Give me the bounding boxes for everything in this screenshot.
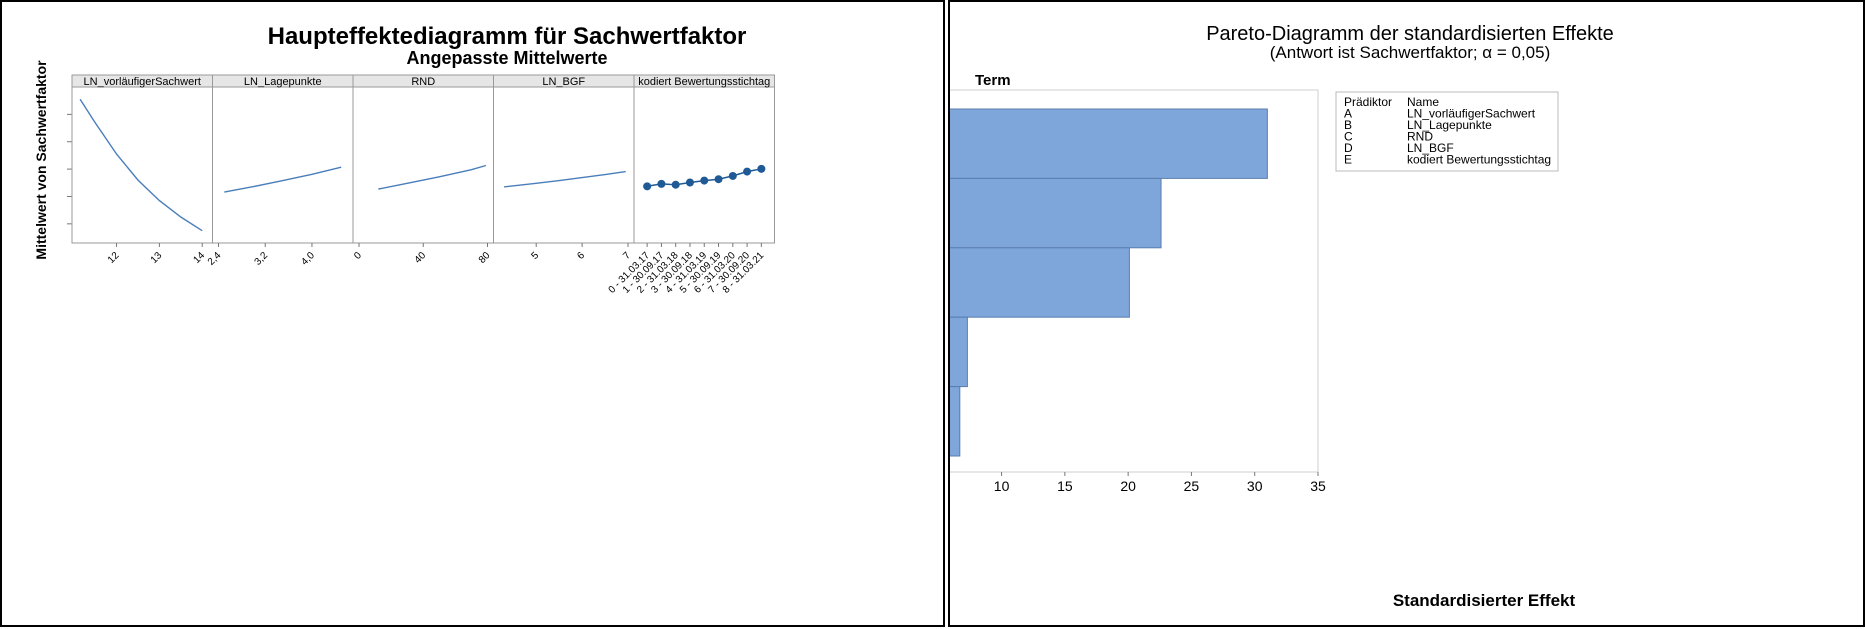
facet-header-label: LN_Lagepunkte <box>244 76 322 88</box>
legend-predictor-code: A <box>1344 107 1352 121</box>
x-tick-label: 12 <box>106 250 122 266</box>
pareto-x-tick-label: 25 <box>1184 478 1200 494</box>
x-tick-label: 5 <box>529 250 541 262</box>
main-effects-title: Haupteffektediagramm für Sachwertfaktor <box>268 23 747 50</box>
legend-predictor-code: B <box>1344 118 1352 132</box>
x-tick-label: 4,0 <box>299 250 317 268</box>
facet-frame <box>633 74 775 244</box>
x-tick-label: 14 <box>192 250 208 266</box>
pareto-x-label: Standardisierter Effekt <box>1393 591 1576 610</box>
legend-predictor-name: LN_BGF <box>1407 141 1454 155</box>
pareto-panel: Pareto-Diagramm der standardisierten Eff… <box>948 0 1865 627</box>
effect-line <box>79 98 203 232</box>
legend-predictor-code: D <box>1344 141 1353 155</box>
legend-predictor-name: RND <box>1407 130 1433 144</box>
x-tick-label: 7 <box>621 250 633 262</box>
legend-header-predictor: Prädiktor <box>1344 95 1392 109</box>
legend-predictor-code: E <box>1344 153 1352 167</box>
x-tick-label: 3,2 <box>253 250 271 268</box>
x-tick-label: 0 <box>352 250 364 262</box>
facet-frame <box>352 74 494 244</box>
x-tick-label: 6 <box>575 250 587 262</box>
facet-header-label: kodiert Bewertungsstichtag <box>638 76 770 88</box>
facet-header-label: LN_BGF <box>542 76 585 88</box>
pareto-bar <box>950 316 968 388</box>
pareto-bar <box>950 247 1130 318</box>
pareto-bar <box>950 177 1162 249</box>
pareto-x-tick-label: 15 <box>1057 478 1073 494</box>
pareto-title: Pareto-Diagramm der standardisierten Eff… <box>1206 23 1614 45</box>
x-tick-label: 80 <box>477 250 493 266</box>
legend-predictor-name: kodiert Bewertungsstichtag <box>1407 153 1551 167</box>
effect-point <box>714 175 723 184</box>
x-tick-label: 40 <box>413 250 429 266</box>
pareto-y-label: Term <box>975 72 1011 89</box>
main-effects-chart: Haupteffektediagramm für Sachwertfaktor … <box>33 23 775 296</box>
main-effects-y-label: Mittelwert von Sachwertfaktor <box>33 60 49 260</box>
effect-point <box>657 179 666 188</box>
pareto-x-tick-label: 30 <box>1247 478 1263 494</box>
pareto-bar <box>950 386 961 457</box>
effect-point <box>685 178 694 187</box>
effect-point <box>743 167 752 176</box>
effect-line <box>224 166 342 193</box>
legend-header-name: Name <box>1407 95 1439 109</box>
effect-point <box>757 164 766 173</box>
pareto-chart: Pareto-Diagramm der standardisierten Eff… <box>950 23 1614 610</box>
main-effects-panel: Haupteffektediagramm für Sachwertfaktor … <box>0 0 945 627</box>
facet-frame <box>212 74 354 244</box>
effect-point <box>700 176 709 185</box>
effect-line <box>378 164 487 190</box>
effect-point <box>643 182 652 191</box>
facet-frame <box>71 74 213 244</box>
pareto-x-tick-label: 10 <box>994 478 1010 494</box>
pareto-x-tick-label: 20 <box>1120 478 1136 494</box>
pareto-subtitle: (Antwort ist Sachwertfaktor; α = 0,05) <box>1270 43 1551 62</box>
facet-frame <box>493 74 635 244</box>
x-tick-label: 13 <box>149 250 165 266</box>
x-tick-label: 2,4 <box>206 250 224 268</box>
main-effects-subtitle: Angepasste Mittelwerte <box>406 48 607 68</box>
facet-header-label: RND <box>411 76 435 88</box>
legend-predictor-name: LN_vorläufigerSachwert <box>1407 107 1536 121</box>
pareto-x-tick-label: 35 <box>1310 478 1326 494</box>
legend-predictor-name: LN_Lagepunkte <box>1407 118 1492 132</box>
facet-header-label: LN_vorläufigerSachwert <box>84 76 201 88</box>
facet-header <box>633 74 775 88</box>
effect-line <box>504 170 626 188</box>
legend-predictor-code: C <box>1344 130 1353 144</box>
effect-point <box>728 171 737 180</box>
predictor-legend <box>1335 91 1559 172</box>
effect-point <box>671 180 680 189</box>
pareto-bar <box>950 108 1268 179</box>
